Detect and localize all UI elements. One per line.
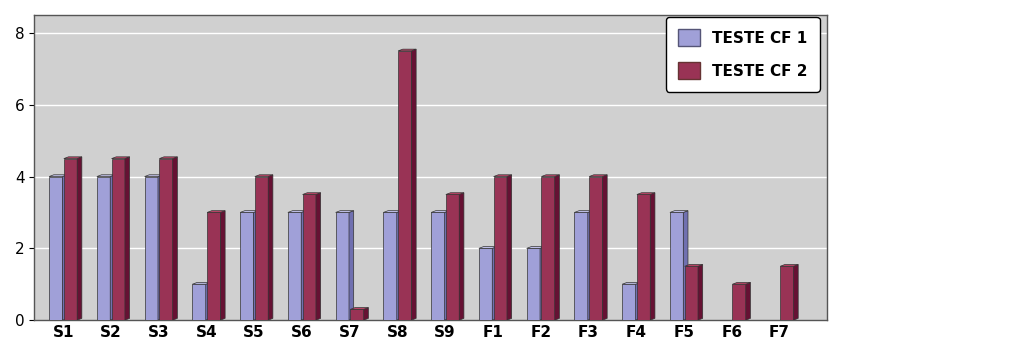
Polygon shape (541, 176, 555, 320)
Polygon shape (110, 175, 115, 320)
Polygon shape (159, 157, 178, 159)
Polygon shape (781, 266, 794, 320)
Polygon shape (732, 284, 746, 320)
Polygon shape (636, 283, 640, 320)
Polygon shape (541, 175, 560, 176)
Polygon shape (255, 175, 273, 176)
Polygon shape (364, 308, 369, 320)
Polygon shape (746, 283, 751, 320)
Polygon shape (383, 212, 396, 320)
Polygon shape (670, 212, 683, 320)
Polygon shape (683, 211, 688, 320)
Polygon shape (268, 175, 273, 320)
Polygon shape (396, 211, 402, 320)
Polygon shape (685, 264, 702, 266)
Polygon shape (603, 175, 607, 320)
Polygon shape (158, 175, 162, 320)
Polygon shape (637, 193, 655, 195)
Polygon shape (398, 51, 412, 320)
Polygon shape (589, 175, 607, 176)
Polygon shape (527, 248, 540, 320)
Polygon shape (459, 193, 464, 320)
Polygon shape (301, 211, 306, 320)
Polygon shape (159, 159, 173, 320)
Polygon shape (622, 283, 640, 284)
Polygon shape (336, 212, 349, 320)
Polygon shape (205, 283, 211, 320)
Polygon shape (794, 264, 798, 320)
Polygon shape (303, 195, 316, 320)
Polygon shape (240, 212, 254, 320)
Polygon shape (64, 159, 77, 320)
Polygon shape (207, 211, 225, 212)
Polygon shape (255, 176, 268, 320)
Polygon shape (288, 211, 306, 212)
Polygon shape (555, 175, 560, 320)
Polygon shape (445, 211, 449, 320)
Polygon shape (587, 211, 593, 320)
Polygon shape (507, 175, 511, 320)
Polygon shape (97, 175, 115, 176)
Polygon shape (494, 176, 507, 320)
Polygon shape (540, 247, 544, 320)
Polygon shape (431, 212, 445, 320)
Polygon shape (336, 211, 353, 212)
Polygon shape (112, 159, 125, 320)
Polygon shape (125, 157, 129, 320)
Polygon shape (446, 195, 459, 320)
Polygon shape (97, 176, 110, 320)
Polygon shape (350, 309, 364, 320)
Polygon shape (254, 211, 258, 320)
Polygon shape (207, 212, 221, 320)
Polygon shape (349, 211, 353, 320)
Polygon shape (412, 49, 416, 320)
Polygon shape (622, 284, 636, 320)
Polygon shape (63, 175, 67, 320)
Polygon shape (494, 175, 511, 176)
Legend: TESTE CF 1, TESTE CF 2: TESTE CF 1, TESTE CF 2 (665, 17, 820, 92)
Polygon shape (77, 157, 82, 320)
Polygon shape (431, 211, 449, 212)
Polygon shape (650, 193, 655, 320)
Polygon shape (145, 176, 158, 320)
Polygon shape (527, 247, 544, 248)
Polygon shape (398, 49, 416, 51)
Polygon shape (303, 193, 320, 195)
Polygon shape (781, 264, 798, 266)
Polygon shape (173, 157, 178, 320)
Polygon shape (492, 247, 497, 320)
Polygon shape (698, 264, 702, 320)
Polygon shape (192, 283, 211, 284)
Polygon shape (49, 175, 67, 176)
Polygon shape (574, 211, 593, 212)
Polygon shape (221, 211, 225, 320)
Polygon shape (316, 193, 320, 320)
Polygon shape (685, 266, 698, 320)
Polygon shape (479, 248, 492, 320)
Polygon shape (574, 212, 587, 320)
Polygon shape (112, 157, 129, 159)
Polygon shape (670, 211, 688, 212)
Polygon shape (145, 175, 162, 176)
Polygon shape (479, 247, 497, 248)
Polygon shape (383, 211, 402, 212)
Polygon shape (350, 308, 369, 309)
Polygon shape (589, 176, 603, 320)
Polygon shape (446, 193, 464, 195)
Polygon shape (637, 195, 650, 320)
Polygon shape (288, 212, 301, 320)
Polygon shape (192, 284, 205, 320)
Polygon shape (240, 211, 258, 212)
Polygon shape (64, 157, 82, 159)
Polygon shape (49, 176, 63, 320)
Polygon shape (732, 283, 751, 284)
